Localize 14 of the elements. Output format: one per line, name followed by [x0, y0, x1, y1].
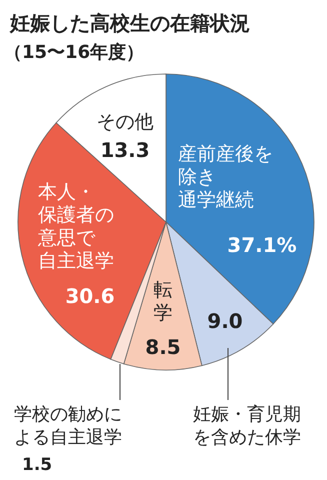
- slice-label: 妊娠・育児期を含めた休学: [193, 404, 301, 448]
- slice-label: 本人・保護者の意思で自主退学: [37, 181, 114, 272]
- chart-subtitle: （15〜16年度）: [4, 42, 144, 63]
- slice-label: 転学: [154, 279, 172, 324]
- data-label: 13.3: [100, 138, 150, 162]
- data-label: 37.1%: [227, 233, 297, 257]
- chart-title: 妊娠した高校生の在籍状況: [9, 11, 250, 35]
- slice-label: その他: [96, 111, 154, 133]
- data-label: 30.6: [65, 284, 115, 308]
- data-label: 8.5: [145, 335, 181, 359]
- slice-label: 学校の勧めによる自主退学: [14, 404, 122, 448]
- slice-label: 産前産後を除き通学継続: [178, 143, 273, 211]
- data-label: 1.5: [22, 455, 52, 475]
- data-label: 9.0: [207, 309, 243, 333]
